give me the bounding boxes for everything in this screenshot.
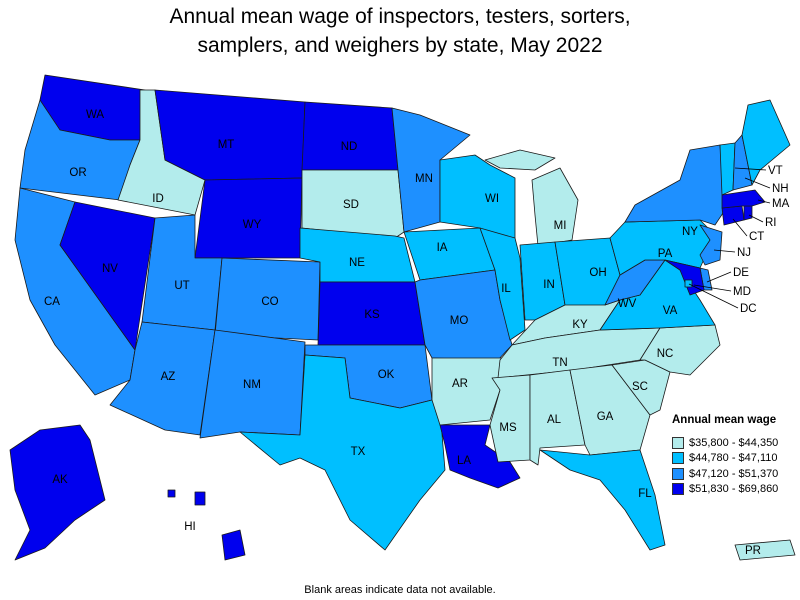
state-sc (611, 359, 671, 416)
state-hi (167, 489, 246, 561)
state-label-wy: WY (243, 219, 262, 231)
state-label-ne: NE (349, 257, 365, 269)
state-label-ca: CA (44, 296, 60, 308)
state-label-ia: IA (437, 242, 448, 254)
state-label-tn: TN (552, 357, 567, 369)
state-label-nd: ND (341, 141, 358, 153)
state-label-ms: MS (499, 422, 517, 434)
state-label-va: VA (663, 305, 678, 317)
state-label-ut: UT (174, 280, 189, 292)
state-label-sc: SC (632, 381, 648, 393)
state-label-il: IL (501, 283, 511, 295)
state-ri (743, 205, 753, 221)
state-nj (699, 224, 723, 266)
leader-line-nh (744, 177, 771, 189)
state-label-nh: NH (772, 183, 789, 195)
state-il (479, 227, 526, 341)
state-wy (194, 177, 303, 259)
state-label-md: MD (733, 286, 751, 298)
state-label-in: IN (543, 279, 555, 291)
state-label-ma: MA (772, 198, 790, 210)
state-mi (484, 149, 579, 247)
state-la (439, 424, 521, 489)
state-label-ny: NY (682, 226, 698, 238)
state-label-mt: MT (218, 139, 235, 151)
legend-item-4: $51,830 - $69,860 (672, 482, 778, 498)
state-label-mi: MI (554, 220, 567, 232)
state-pr (734, 539, 796, 561)
legend-swatch-4 (672, 483, 684, 496)
state-label-ri: RI (765, 217, 777, 229)
state-label-fl: FL (638, 488, 652, 500)
state-sd (301, 169, 405, 239)
state-label-ak: AK (52, 474, 68, 486)
state-label-oh: OH (589, 267, 606, 279)
state-nd (301, 101, 399, 171)
state-label-mn: MN (415, 173, 433, 185)
state-label-ks: KS (364, 309, 380, 321)
leader-line-ri (748, 214, 764, 223)
state-ak (9, 424, 106, 561)
state-label-tx: TX (351, 446, 366, 458)
state-label-wa: WA (86, 109, 104, 121)
state-label-hi: HI (184, 521, 196, 533)
legend-swatch-2 (672, 452, 684, 465)
legend-item-2: $44,780 - $47,110 (672, 451, 778, 467)
state-label-vt: VT (768, 165, 783, 177)
legend-swatch-1 (672, 436, 684, 449)
state-label-ok: OK (378, 369, 395, 381)
state-ma (721, 189, 766, 209)
state-label-or: OR (69, 167, 86, 179)
legend-label-4: $51,830 - $69,860 (689, 483, 779, 496)
legend-label-3: $47,120 - $51,370 (689, 467, 779, 480)
state-dc (684, 279, 693, 288)
state-label-nv: NV (102, 263, 118, 275)
state-fl (539, 449, 666, 551)
leader-line-dc (688, 283, 739, 309)
legend: Annual mean wage $35,800 - $44,350 $44,7… (672, 414, 778, 497)
state-label-az: AZ (161, 371, 176, 383)
state-me (741, 99, 791, 186)
state-label-ky: KY (572, 319, 588, 331)
state-label-mo: MO (450, 315, 469, 327)
state-label-pa: PA (658, 248, 673, 260)
leader-line-md (693, 284, 732, 292)
state-label-id: ID (152, 193, 164, 205)
leader-line-nj (713, 249, 736, 253)
state-label-nc: NC (657, 348, 674, 360)
state-ct (721, 205, 745, 226)
state-mt (154, 89, 306, 181)
footnote: Blank areas indicate data not available. (304, 584, 496, 596)
leader-line-ct (732, 218, 748, 237)
legend-label-2: $44,780 - $47,110 (689, 452, 778, 465)
state-label-de: DE (733, 267, 749, 279)
state-label-dc: DC (740, 303, 757, 315)
state-label-co: CO (261, 296, 278, 308)
title-line-2: samplers, and weighers by state, May 202… (197, 34, 603, 57)
state-label-ar: AR (452, 378, 468, 390)
state-label-nj: NJ (737, 247, 751, 259)
state-label-al: AL (547, 414, 562, 426)
state-tx (239, 354, 446, 551)
state-label-ct: CT (749, 231, 764, 243)
leader-line-de (706, 271, 732, 283)
title-line-1: Annual mean wage of inspectors, testers,… (169, 5, 631, 28)
map-title: Annual mean wage of inspectors, testers,… (0, 2, 800, 60)
leader-line-ma (757, 199, 771, 204)
legend-swatch-3 (672, 467, 684, 480)
legend-title: Annual mean wage (672, 414, 777, 426)
leader-line-vt (734, 167, 767, 171)
state-label-pr: PR (745, 545, 761, 557)
state-label-sd: SD (343, 199, 359, 211)
state-label-nm: NM (243, 379, 261, 391)
state-label-wi: WI (485, 193, 499, 205)
state-label-la: LA (457, 455, 471, 467)
legend-item-3: $47,120 - $51,370 (672, 466, 778, 482)
legend-item-1: $35,800 - $44,350 (672, 435, 778, 451)
state-ny (624, 144, 726, 226)
legend-label-1: $35,800 - $44,350 (689, 436, 779, 449)
state-label-ga: GA (597, 411, 614, 423)
state-label-wv: WV (618, 298, 637, 310)
